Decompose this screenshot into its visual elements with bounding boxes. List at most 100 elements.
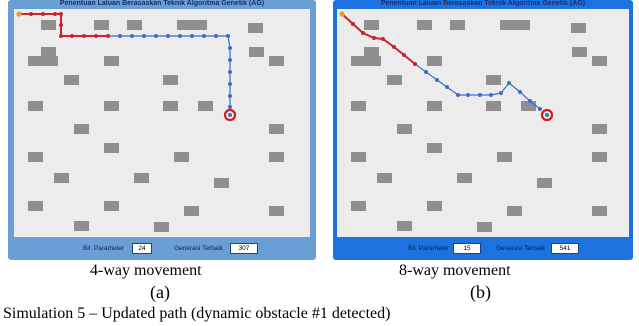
obstacle-block bbox=[457, 173, 472, 183]
goal-marker bbox=[223, 108, 237, 122]
obstacle-block bbox=[521, 101, 536, 111]
path-node bbox=[528, 99, 532, 103]
goal-marker bbox=[540, 108, 554, 122]
path-node bbox=[59, 23, 63, 27]
obstacle-block bbox=[351, 201, 366, 211]
obstacle-block bbox=[177, 20, 207, 30]
obstacle-block bbox=[28, 101, 43, 111]
obstacle-block bbox=[28, 56, 58, 66]
obstacle-block bbox=[104, 56, 119, 66]
path-node bbox=[402, 53, 406, 57]
obstacle-block bbox=[269, 206, 284, 216]
obstacle-block bbox=[269, 124, 284, 134]
path-node bbox=[59, 34, 63, 38]
obstacle-block bbox=[184, 206, 199, 216]
obstacle-block bbox=[572, 47, 587, 57]
obstacle-block bbox=[104, 143, 119, 153]
obstacle-block bbox=[450, 20, 465, 30]
obstacle-block bbox=[248, 23, 263, 33]
obstacle-block bbox=[249, 47, 264, 57]
path-node bbox=[214, 34, 218, 38]
obstacle-block bbox=[592, 206, 607, 216]
path-node bbox=[478, 93, 482, 97]
obstacle-block bbox=[28, 201, 43, 211]
path-node bbox=[424, 70, 428, 74]
obstacle-block bbox=[537, 178, 552, 188]
path-node bbox=[228, 70, 232, 74]
obstacle-block bbox=[377, 173, 392, 183]
sublabel-a: (a) bbox=[150, 282, 170, 302]
obstacle-block bbox=[269, 152, 284, 162]
obstacle-block bbox=[592, 56, 607, 66]
path-node bbox=[59, 12, 63, 16]
obstacle-block bbox=[54, 173, 69, 183]
caption-b: 8-way movement bbox=[399, 262, 511, 279]
param-field[interactable]: 15 bbox=[453, 243, 481, 254]
obstacle-block bbox=[351, 56, 381, 66]
obstacle-block bbox=[154, 222, 169, 232]
path-node bbox=[507, 81, 511, 85]
obstacle-block bbox=[592, 124, 607, 134]
obstacle-block bbox=[104, 101, 119, 111]
obstacle-block bbox=[486, 75, 501, 85]
path-node bbox=[70, 34, 74, 38]
path-node bbox=[178, 34, 182, 38]
grid-canvas bbox=[337, 9, 629, 237]
sublabel-b: (b) bbox=[470, 282, 491, 302]
obstacle-block bbox=[74, 124, 89, 134]
generation-field[interactable]: 307 bbox=[230, 243, 258, 254]
path-node bbox=[228, 105, 232, 109]
param-field[interactable]: 24 bbox=[132, 243, 152, 254]
planned-path bbox=[108, 35, 231, 107]
start-marker bbox=[339, 11, 345, 17]
path-node bbox=[118, 34, 122, 38]
obstacle-block bbox=[417, 20, 432, 30]
obstacle-block bbox=[104, 201, 119, 211]
obstacle-block bbox=[497, 152, 512, 162]
obstacle-block bbox=[134, 173, 149, 183]
path-node bbox=[53, 12, 57, 16]
path-node bbox=[518, 90, 522, 94]
param-label: Bil. Parameter bbox=[83, 245, 125, 252]
simulation-window-a: Penentuan Laluan Berasaskan Teknik Algor… bbox=[8, 0, 316, 260]
obstacle-block bbox=[427, 56, 442, 66]
path-node bbox=[202, 34, 206, 38]
path-node bbox=[228, 82, 232, 86]
obstacle-block bbox=[214, 178, 229, 188]
path-node bbox=[94, 34, 98, 38]
obstacle-block bbox=[64, 75, 79, 85]
obstacle-block bbox=[477, 222, 492, 232]
generation-field[interactable]: 541 bbox=[551, 243, 579, 254]
obstacle-block bbox=[198, 101, 213, 111]
simulation-window-b: Penentuan Laluan Berasaskan Teknik Algor… bbox=[333, 0, 633, 260]
generation-label: Generasi Terbaik bbox=[174, 245, 224, 252]
path-node bbox=[445, 85, 449, 89]
start-marker bbox=[16, 11, 22, 17]
path-node bbox=[82, 34, 86, 38]
obstacle-block bbox=[397, 221, 412, 231]
obstacle-block bbox=[351, 101, 366, 111]
path-node bbox=[435, 78, 439, 82]
goal-node bbox=[545, 113, 549, 117]
window-title: Penentuan Laluan Berasaskan Teknik Algor… bbox=[59, 0, 265, 7]
path-node bbox=[361, 31, 365, 35]
obstacle-block bbox=[592, 152, 607, 162]
path-node bbox=[166, 34, 170, 38]
obstacle-block bbox=[174, 152, 189, 162]
obstacle-block bbox=[427, 101, 442, 111]
path-node bbox=[489, 93, 493, 97]
status-bar: Bil. Parameter 24 Generasi Terbaik 307 bbox=[8, 238, 316, 258]
path-node bbox=[228, 46, 232, 50]
path-node bbox=[499, 91, 503, 95]
path-node bbox=[351, 22, 355, 26]
obstacle-block bbox=[351, 152, 366, 162]
obstacle-block bbox=[486, 101, 501, 111]
obstacle-block bbox=[163, 101, 178, 111]
obstacle-block bbox=[41, 47, 56, 57]
obstacle-block bbox=[94, 20, 109, 30]
path-node bbox=[142, 34, 146, 38]
caption-a: 4-way movement bbox=[90, 262, 202, 279]
window-title: Penentuan Laluan Berasaskan Teknik Algor… bbox=[380, 0, 586, 7]
obstacle-block bbox=[397, 124, 412, 134]
obstacle-block bbox=[28, 152, 43, 162]
